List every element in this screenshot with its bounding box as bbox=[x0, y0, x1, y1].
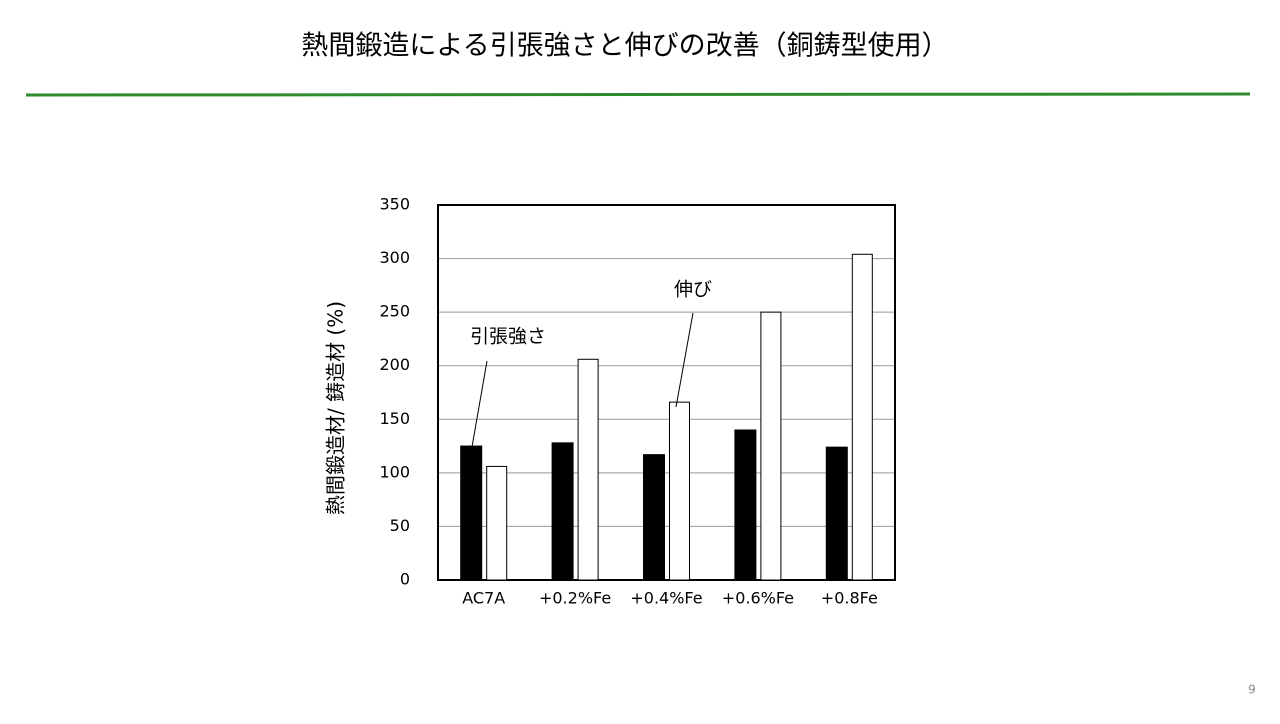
y-tick-label: 250 bbox=[379, 302, 410, 321]
y-tick-label: 200 bbox=[379, 355, 410, 374]
annotation-leader bbox=[471, 360, 488, 448]
x-tick-label: +0.2%Fe bbox=[539, 589, 611, 608]
bar bbox=[460, 445, 483, 581]
bar bbox=[760, 311, 782, 581]
bar bbox=[851, 253, 873, 581]
y-tick-label: 300 bbox=[379, 248, 410, 267]
annotation: 伸び bbox=[674, 279, 712, 301]
annotation-leader bbox=[675, 312, 694, 408]
y-tick-label: 50 bbox=[390, 516, 410, 535]
x-tick-label: AC7A bbox=[462, 589, 505, 608]
page-number: 9 bbox=[1248, 683, 1256, 697]
plot-frame bbox=[437, 204, 896, 581]
bar bbox=[669, 401, 690, 581]
bar bbox=[577, 358, 599, 581]
annotation: 引張強さ bbox=[470, 326, 546, 348]
x-tick-label: +0.4%Fe bbox=[630, 589, 702, 608]
bar bbox=[486, 465, 508, 581]
y-axis-label: 熱間鍛造材/ 鋳造材 (%) bbox=[324, 301, 348, 515]
bar bbox=[825, 446, 848, 581]
x-tick-label: +0.8Fe bbox=[821, 589, 878, 608]
bar bbox=[734, 429, 757, 581]
plot: 0 50 100 150 200 250 300 350 AC7A +0.2%Fe +0.4%Fe +… bbox=[379, 195, 896, 608]
y-tick-label: 0 bbox=[400, 570, 410, 589]
y-tick-label: 350 bbox=[379, 195, 410, 214]
bar bbox=[551, 442, 574, 581]
y-tick-label: 100 bbox=[379, 462, 410, 481]
bar bbox=[643, 454, 665, 581]
slide-title: 熱間鍛造による引張強さと伸びの改善（銅鋳型使用） bbox=[301, 31, 948, 62]
x-tick-label: +0.6%Fe bbox=[722, 589, 794, 608]
title-rule bbox=[25, 92, 1251, 97]
y-tick-label: 150 bbox=[379, 409, 410, 428]
